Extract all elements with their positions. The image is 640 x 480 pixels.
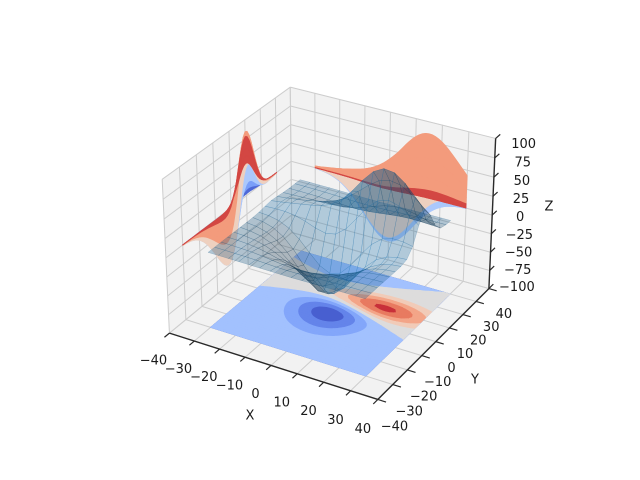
x-tick-label: −10: [216, 378, 243, 393]
z-tick-label: 0: [516, 210, 524, 225]
z-axis-label: Z: [544, 199, 554, 215]
x-tick-label: 30: [327, 413, 344, 428]
y-tick-label: 20: [470, 333, 487, 348]
x-axis-label: X: [245, 408, 255, 424]
x-tick-label: −40: [140, 354, 167, 369]
y-axis-label: Y: [471, 372, 479, 388]
floor-contour: [210, 250, 451, 377]
z-tick-label: −100: [499, 280, 535, 295]
y-tick-label: 0: [447, 361, 455, 376]
z-tick-label: −75: [504, 263, 531, 278]
y-tick-label: 40: [496, 307, 513, 322]
x-tick-label: 10: [274, 396, 291, 411]
wall-y-contour: [314, 132, 468, 242]
z-tick-label: 25: [513, 192, 530, 207]
z-tick-label: 100: [511, 137, 536, 152]
wall-x-contour: [182, 130, 277, 266]
y-tick-label: −40: [381, 419, 408, 434]
y-tick-label: −30: [395, 404, 422, 419]
x-tick-label: 0: [251, 387, 259, 402]
y-tick-label: −20: [410, 389, 437, 404]
surface: [207, 168, 451, 300]
z-tick-label: 50: [514, 174, 531, 189]
axis-lines: [164, 133, 501, 405]
x-tick-label: −30: [165, 362, 192, 377]
z-tick-label: −50: [505, 245, 532, 260]
x-tick-label: −20: [190, 370, 217, 385]
y-tick-label: −10: [424, 375, 451, 390]
x-tick-label: 20: [300, 404, 317, 419]
z-tick-label: 75: [514, 156, 531, 171]
z-tick-label: −25: [506, 228, 533, 243]
y-tick-label: 30: [483, 320, 500, 335]
x-tick-label: 40: [355, 422, 372, 437]
y-tick-label: 10: [457, 347, 474, 362]
